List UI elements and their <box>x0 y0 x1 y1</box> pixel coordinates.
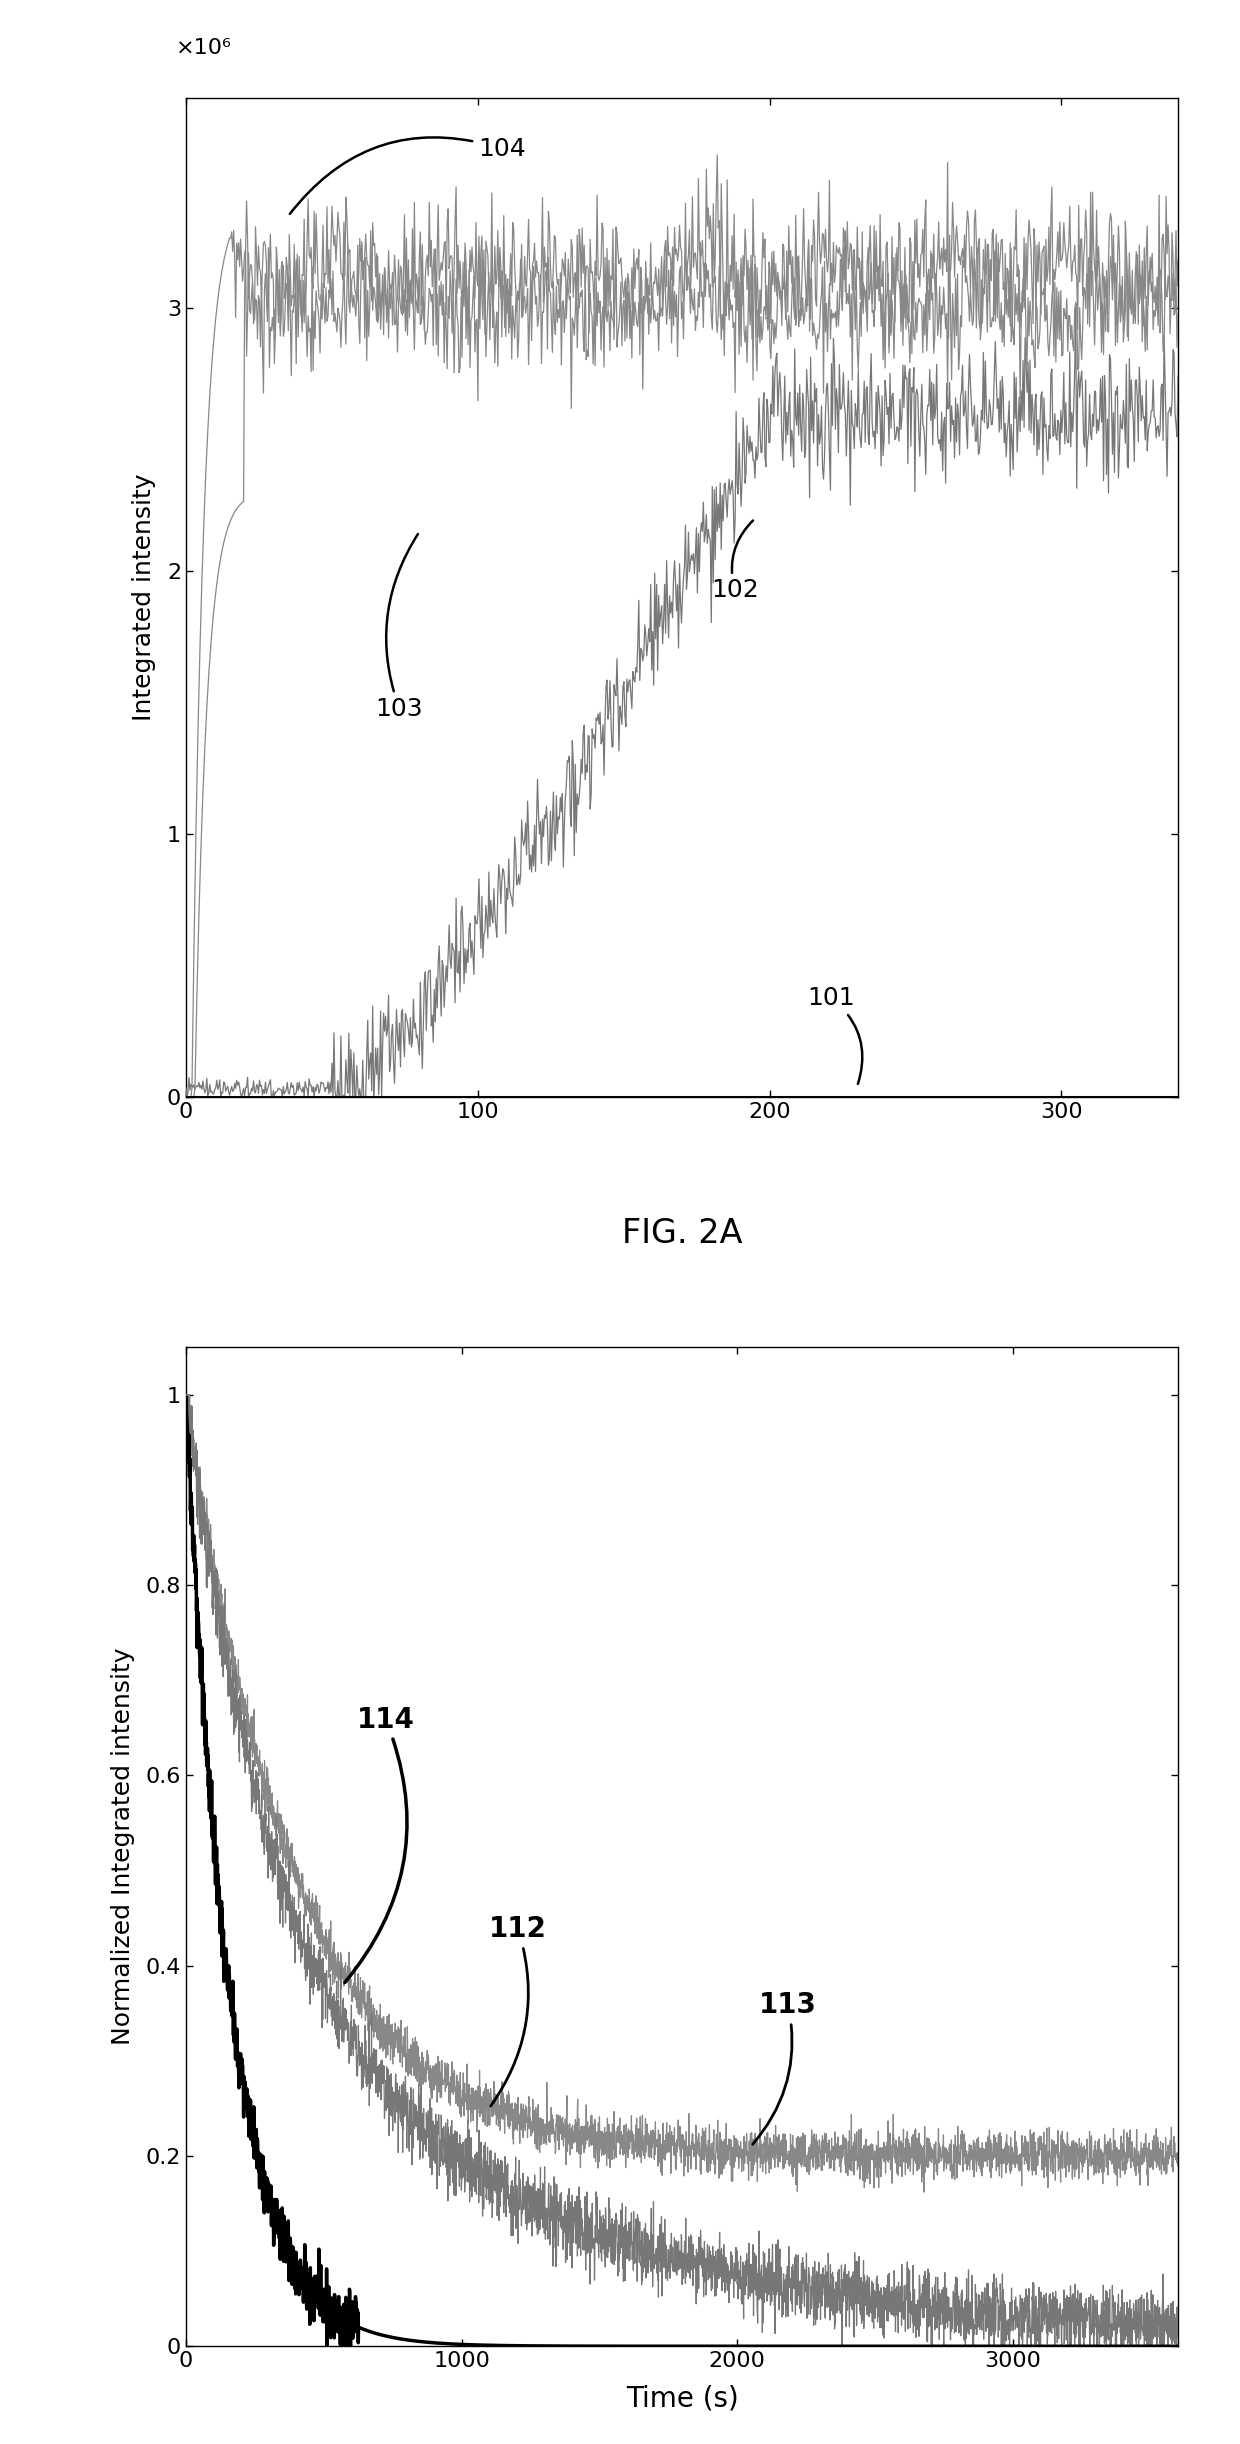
Text: 103: 103 <box>376 535 423 721</box>
Text: ×10⁶: ×10⁶ <box>176 37 232 59</box>
Text: 113: 113 <box>753 1992 817 2143</box>
Text: 101: 101 <box>807 985 862 1085</box>
Text: 114: 114 <box>345 1706 414 1982</box>
Y-axis label: Integrated intensity: Integrated intensity <box>131 474 156 721</box>
Text: FIG. 2A: FIG. 2A <box>621 1217 743 1249</box>
Text: 112: 112 <box>489 1916 547 2107</box>
Text: 102: 102 <box>712 521 759 601</box>
Y-axis label: Normalized Integrated intensity: Normalized Integrated intensity <box>110 1647 135 2046</box>
X-axis label: Time (s): Time (s) <box>626 2385 738 2412</box>
Text: 104: 104 <box>290 137 526 215</box>
